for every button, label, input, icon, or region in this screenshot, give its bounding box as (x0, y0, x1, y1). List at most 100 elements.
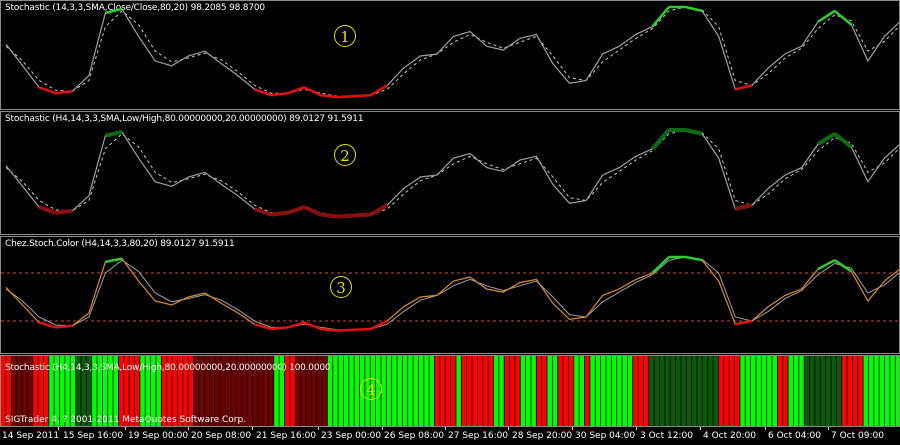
histogram-bar (702, 356, 708, 426)
histogram-bar (536, 356, 542, 426)
zone-segment (253, 207, 272, 217)
histogram-bar (49, 356, 54, 426)
zone-segment (105, 257, 123, 264)
zone-segment (55, 324, 73, 329)
main-line (5, 256, 899, 332)
histogram-bar (43, 356, 49, 426)
histogram-bar (799, 356, 804, 426)
zone-segment (370, 319, 388, 331)
copyright-text: SIGTrader 4, ? 2001-2011 MetaQuotes Soft… (5, 415, 247, 425)
histogram-bar (574, 356, 579, 426)
zone-segment (254, 322, 272, 331)
zone-segment (105, 129, 123, 138)
main-line (5, 129, 899, 218)
histogram-bar (611, 356, 617, 426)
histogram-bar (643, 356, 649, 426)
color-stochastic-pane[interactable]: Chez.Stoch.Color (H4,14,3,3,80,20) 89.01… (0, 236, 900, 354)
histogram-bar (879, 356, 885, 426)
zone-segment (55, 90, 73, 95)
histogram-bar (552, 356, 558, 426)
histogram-bar (831, 356, 836, 426)
stochastic-plot-1 (5, 5, 899, 99)
histogram-bar (172, 356, 177, 426)
histogram-bar (349, 356, 354, 426)
histogram-bar (113, 356, 119, 426)
pane-number-marker: 1 (334, 25, 356, 47)
histogram-bar (665, 356, 670, 426)
histogram-bar (167, 356, 172, 426)
histogram-bar (783, 356, 788, 426)
histogram-bar (745, 356, 751, 426)
zone-segment (337, 94, 355, 99)
histogram-bar (686, 356, 692, 426)
histogram-bar (713, 356, 719, 426)
axis-tickmark (125, 427, 126, 430)
histogram-bar (638, 356, 644, 426)
histogram-bar (263, 356, 269, 426)
histogram-bar (317, 356, 322, 426)
histogram-bar (847, 356, 852, 426)
histogram-bar (226, 356, 231, 426)
histogram-bar (772, 356, 777, 426)
histogram-bar (242, 356, 247, 426)
zone-segment (320, 93, 338, 99)
histogram-bar (327, 356, 333, 426)
histogram-bar (392, 356, 397, 426)
histogram-bar (622, 356, 627, 426)
stochastic-pane-2[interactable]: Stochastic (H4,14,3,3,SMA,Low/High,80.00… (0, 111, 900, 235)
histogram-bar (461, 356, 467, 426)
histogram-bar (477, 356, 483, 426)
histogram-bar (33, 356, 38, 426)
zone-segment (734, 84, 753, 91)
histogram-bar (97, 356, 102, 426)
histogram-bar (697, 356, 702, 426)
histogram-bar (708, 356, 713, 426)
histogram-bar (301, 356, 306, 426)
zone-segment (303, 321, 322, 331)
histogram-bar (434, 356, 440, 426)
histogram-bar (402, 356, 408, 426)
histogram-bar (820, 356, 826, 426)
histogram-bar (279, 356, 285, 426)
zone-segment (287, 86, 305, 95)
histogram-bar (692, 356, 697, 426)
color-stochastic-plot (1, 255, 899, 332)
histogram-bar (520, 356, 526, 426)
histogram-bar (842, 356, 847, 426)
histogram-bar (440, 356, 445, 426)
histogram-bar (509, 356, 515, 426)
zone-segment (685, 5, 703, 13)
histogram-bar (322, 356, 327, 426)
histogram-bar (140, 356, 145, 426)
histogram-bar (729, 356, 735, 426)
histogram-bar (617, 356, 622, 426)
histogram-bar (295, 356, 301, 426)
histogram-bar (252, 356, 258, 426)
stochastic-pane-1[interactable]: Stochastic (14,3,3,SMA,Close/Close,80,20… (0, 0, 900, 110)
main-line (5, 6, 899, 98)
stochastic-histogram-pane[interactable]: Stochastic (H4,14,3,3,SMA,Low/High,80.00… (0, 355, 900, 427)
zone-segment (287, 205, 305, 215)
histogram-bar (761, 356, 767, 426)
histogram-bar (193, 356, 199, 426)
histogram-bar (467, 356, 472, 426)
histogram-bar (381, 356, 386, 426)
zone-segment (38, 321, 57, 329)
pane-title: Chez.Stoch.Color (H4,14,3,3,80,20) 89.01… (5, 239, 235, 249)
zone-segment (271, 91, 288, 97)
histogram-bar (54, 356, 60, 426)
zone-segment (817, 132, 836, 146)
histogram-bar (526, 356, 531, 426)
zone-segment (369, 84, 388, 97)
histogram-bar (11, 356, 17, 426)
histogram-bar (804, 356, 810, 426)
histogram-bar (231, 356, 236, 426)
histogram-bar (884, 356, 890, 426)
pane-number-marker: 2 (334, 144, 356, 166)
histogram-bar (874, 356, 879, 426)
time-axis-label: 6 Oct 04:00 (768, 431, 821, 441)
histogram-bar (751, 356, 756, 426)
histogram-bar (274, 356, 279, 426)
histogram-bar (670, 356, 676, 426)
zone-segment (833, 132, 853, 149)
